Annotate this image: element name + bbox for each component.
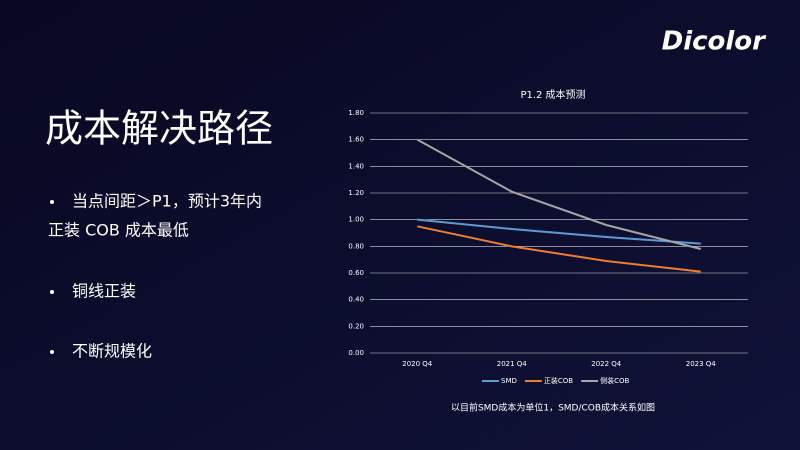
y-tick-label: 1.20 xyxy=(348,189,364,197)
y-tick-label: 0.20 xyxy=(348,322,364,330)
y-tick-label: 1.60 xyxy=(348,136,364,144)
bullet xyxy=(50,200,54,204)
x-tick-label: 2020 Q4 xyxy=(402,360,433,368)
bullet-text: 不断规模化 xyxy=(72,342,152,361)
legend-label: 正装COB xyxy=(544,376,573,385)
bullet-text: 正装 COB 成本最低 xyxy=(48,221,189,240)
caption: 以目前SMD成本为单位1，SMD/COB成本关系如图 xyxy=(451,402,655,414)
logo: Dicolor xyxy=(662,27,768,57)
series-line xyxy=(417,225,701,273)
legend-label: 侧装COB xyxy=(600,376,629,385)
series-line xyxy=(416,138,701,250)
x-tick-label: 2023 Q4 xyxy=(686,360,717,368)
chart-title: P1.2 成本预测 xyxy=(520,88,585,101)
y-tick-label: 0.40 xyxy=(348,296,364,304)
y-tick-label: 0.80 xyxy=(348,242,364,250)
y-tick-label: 1.40 xyxy=(348,162,364,170)
x-tick-label: 2022 Q4 xyxy=(591,360,622,368)
x-tick-label: 2021 Q4 xyxy=(497,360,528,368)
legend-label: SMD xyxy=(501,377,517,385)
series-line xyxy=(417,218,701,245)
bullet-text: 当点间距＞P1，预计3年内 xyxy=(72,192,262,211)
y-tick-label: 1.00 xyxy=(348,216,364,224)
y-tick-label: 0.60 xyxy=(348,269,364,277)
slide-title: 成本解决路径 xyxy=(45,107,273,151)
y-tick-label: 0.00 xyxy=(348,349,364,357)
bullet xyxy=(50,350,54,354)
bullet xyxy=(50,290,54,294)
bullet-text: 铜线正装 xyxy=(72,282,136,301)
y-tick-label: 1.80 xyxy=(348,109,364,117)
